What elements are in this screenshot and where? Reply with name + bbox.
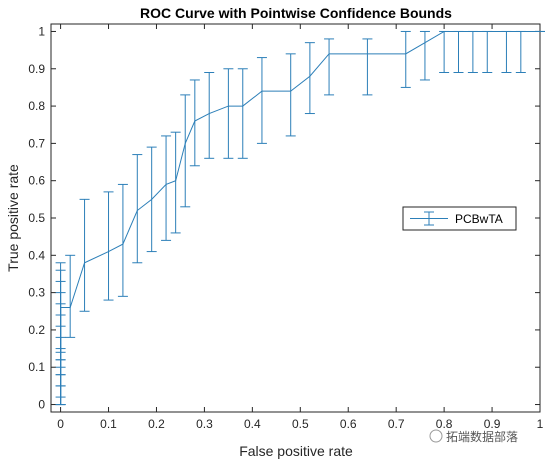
chart-title: ROC Curve with Pointwise Confidence Boun… bbox=[140, 5, 452, 21]
x-tick-label: 0.3 bbox=[196, 417, 213, 431]
x-tick-labels: 0 0.1 0.2 0.3 0.4 0.5 0.6 0.7 0.8 0.9 1 bbox=[57, 417, 543, 431]
legend-symbol bbox=[410, 211, 448, 226]
x-tick-label: 0.4 bbox=[244, 417, 261, 431]
y-tick-label: 0.2 bbox=[28, 323, 45, 337]
watermark-text: 拓端数据部落 bbox=[446, 429, 518, 444]
legend-box bbox=[402, 206, 517, 231]
y-tick-label: 0.3 bbox=[28, 286, 45, 300]
series-line bbox=[60, 30, 540, 401]
x-tick-label: 0.2 bbox=[148, 417, 165, 431]
y-tick-label: 1 bbox=[38, 24, 45, 38]
x-axis-label: False positive rate bbox=[239, 443, 353, 459]
y-tick-label: 0.4 bbox=[28, 248, 45, 262]
x-tick-label: 0.1 bbox=[100, 417, 117, 431]
y-tick-label: 0.1 bbox=[28, 360, 45, 374]
legend-label: PCBwTA bbox=[455, 212, 503, 226]
legend: PCBwTA bbox=[402, 206, 517, 231]
x-tick-label: 0.8 bbox=[436, 417, 453, 431]
x-tick-label: 0.6 bbox=[340, 417, 357, 431]
x-tick-label: 0.7 bbox=[388, 417, 405, 431]
watermark-logo-icon bbox=[429, 429, 443, 443]
x-tick-label: 0.5 bbox=[292, 417, 309, 431]
x-tick-label: 0 bbox=[57, 417, 64, 431]
x-tick-label: 0.9 bbox=[484, 417, 501, 431]
y-tick-label: 0.9 bbox=[28, 62, 45, 76]
y-tick-label: 0.5 bbox=[28, 211, 45, 225]
y-tick-label: 0.7 bbox=[28, 136, 45, 150]
watermark: 拓端数据部落 bbox=[429, 429, 518, 444]
y-tick-label: 0 bbox=[38, 398, 45, 412]
x-tick-label: 1 bbox=[537, 417, 544, 431]
y-tick-label: 0.8 bbox=[28, 99, 45, 113]
y-tick-label: 0.6 bbox=[28, 174, 45, 188]
y-tick-labels: 0 0.1 0.2 0.3 0.4 0.5 0.6 0.7 0.8 0.9 1 bbox=[28, 24, 45, 411]
y-axis-label: True positive rate bbox=[5, 164, 21, 272]
